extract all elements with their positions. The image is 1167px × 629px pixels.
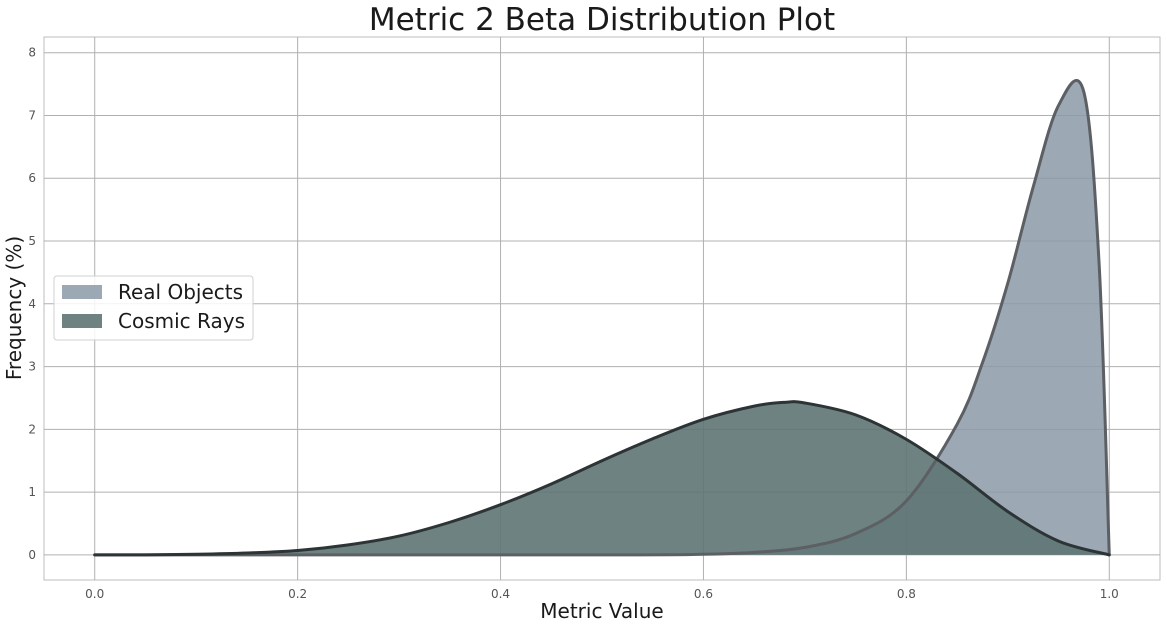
- y-tick-label: 6: [28, 171, 36, 185]
- chart-title: Metric 2 Beta Distribution Plot: [369, 2, 835, 38]
- x-axis-label: Metric Value: [540, 599, 663, 623]
- y-tick-label: 3: [28, 360, 36, 374]
- y-axis-label: Frequency (%): [2, 236, 26, 380]
- y-tick-label: 1: [28, 485, 36, 499]
- series-line-cosmic-rays: [93, 400, 1111, 557]
- area-fill-real-objects: [94, 80, 1110, 555]
- x-tick-label: 0.0: [85, 587, 104, 601]
- y-tick-label: 5: [28, 234, 36, 248]
- y-tick-labels: 0 1 2 3 4 5 6 7 8: [28, 46, 36, 562]
- legend: Real Objects Cosmic Rays: [53, 275, 254, 341]
- x-tick-label: 0.8: [897, 587, 916, 601]
- series-areas: [93, 78, 1111, 557]
- legend-box: [53, 275, 254, 341]
- legend-label-cosmic-rays: Cosmic Rays: [118, 309, 245, 333]
- y-tick-label: 7: [28, 108, 36, 122]
- y-tick-label: 2: [28, 422, 36, 436]
- legend-swatch-cosmic-rays: [62, 314, 102, 328]
- legend-swatch-real-objects: [62, 285, 102, 299]
- x-tick-labels: 0.0 0.2 0.4 0.6 0.8 1.0: [85, 587, 1119, 601]
- grid-lines: [44, 37, 1160, 580]
- x-tick-label: 0.2: [288, 587, 307, 601]
- area-fill-cosmic-rays: [94, 401, 1110, 555]
- x-tick-label: 0.6: [694, 587, 713, 601]
- x-tick-label: 1.0: [1100, 587, 1119, 601]
- y-tick-label: 8: [28, 46, 36, 60]
- y-tick-label: 0: [28, 548, 36, 562]
- x-tick-label: 0.4: [491, 587, 510, 601]
- legend-label-real-objects: Real Objects: [118, 280, 243, 304]
- y-tick-label: 4: [28, 297, 36, 311]
- series-line-real-objects: [93, 78, 1111, 557]
